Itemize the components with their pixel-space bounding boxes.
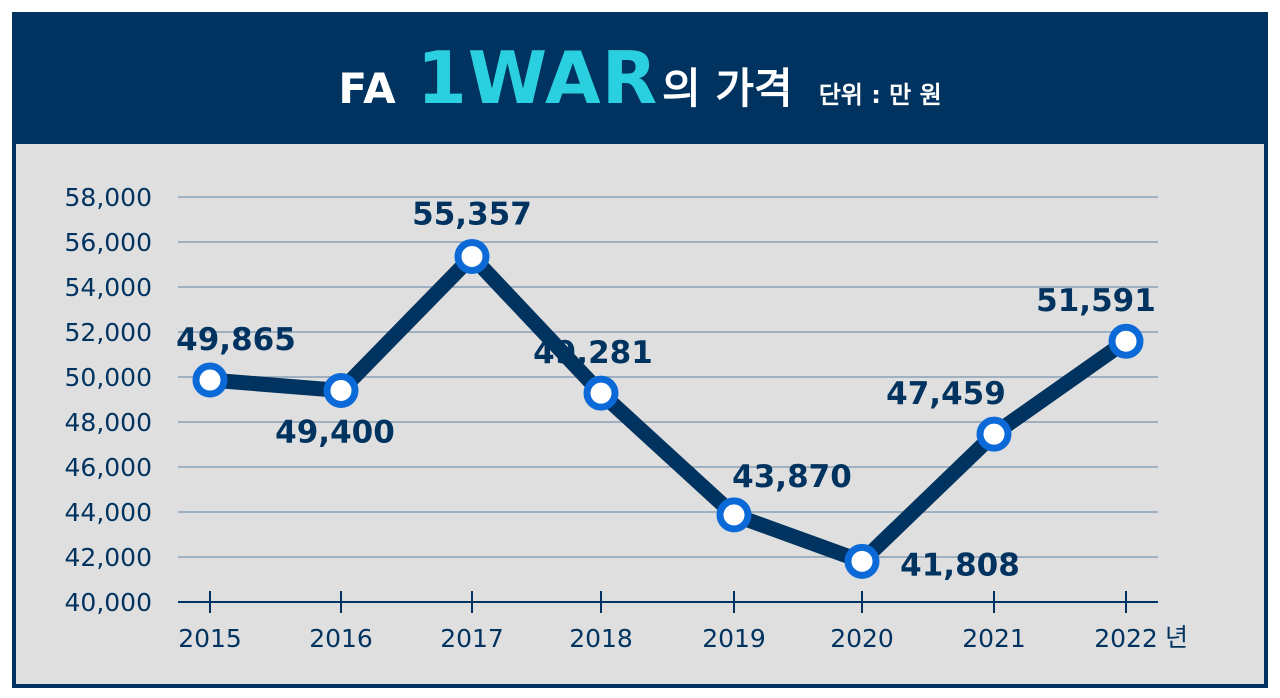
- data-label: 47,459: [886, 376, 1006, 412]
- title-suffix: 의 가격: [662, 64, 793, 113]
- data-point: [1108, 323, 1144, 359]
- y-tick-label: 46,000: [65, 453, 152, 482]
- y-tick-label: 52,000: [65, 318, 152, 347]
- chart-frame: FA 1WAR 의 가격 단위 : 만 원 40,000 42,000 44,000…: [12, 12, 1268, 688]
- x-tick-label: 2022: [1094, 624, 1158, 653]
- title-bar: FA 1WAR 의 가격 단위 : 만 원: [12, 12, 1268, 144]
- data-point: [192, 362, 228, 398]
- x-tick-label: 2020: [830, 624, 894, 653]
- y-tick-label: 54,000: [65, 273, 152, 302]
- y-tick-label: 42,000: [65, 543, 152, 572]
- data-point: [976, 416, 1012, 452]
- data-label: 49,865: [176, 322, 296, 358]
- data-point: [583, 375, 619, 411]
- title-highlight: 1WAR: [416, 36, 659, 120]
- plot-area: 40,000 42,000 44,000 46,000 48,000 50,000 52,0…: [16, 144, 1264, 684]
- x-unit-label: 년: [1165, 623, 1188, 652]
- data-point: [323, 373, 359, 408]
- series-line: [202, 248, 1134, 569]
- x-tick-label: 2021: [962, 624, 1026, 653]
- unit-label: 단위 : 만 원: [818, 81, 942, 109]
- data-label: 49,400: [275, 415, 395, 451]
- data-label: 43,870: [732, 459, 852, 495]
- title-prefix: FA: [338, 64, 397, 113]
- y-tick-label: 58,000: [65, 183, 152, 212]
- y-tick-label: 44,000: [65, 498, 152, 527]
- y-tick-label: 48,000: [65, 408, 152, 437]
- x-tick-label: 2019: [702, 624, 766, 653]
- x-tick-label: 2017: [440, 624, 504, 653]
- data-label: 49,281: [533, 335, 653, 371]
- y-tick-label: 50,000: [65, 363, 152, 392]
- line-chart: 40,000 42,000 44,000 46,000 48,000 50,000 52,0…: [65, 183, 1189, 653]
- data-label: 51,591: [1036, 283, 1156, 319]
- y-tick-label: 40,000: [65, 588, 152, 617]
- y-tick-label: 56,000: [65, 228, 152, 257]
- data-point: [716, 497, 752, 533]
- data-label: 41,808: [900, 547, 1020, 583]
- x-tick-label: 2015: [178, 624, 242, 653]
- x-tick-label: 2018: [569, 624, 633, 653]
- data-label: 55,357: [412, 196, 532, 232]
- chart-title: FA 1WAR 의 가격 단위 : 만 원: [338, 36, 941, 120]
- x-tick-label: 2016: [309, 624, 373, 653]
- data-point: [454, 238, 490, 274]
- data-point: [844, 543, 880, 579]
